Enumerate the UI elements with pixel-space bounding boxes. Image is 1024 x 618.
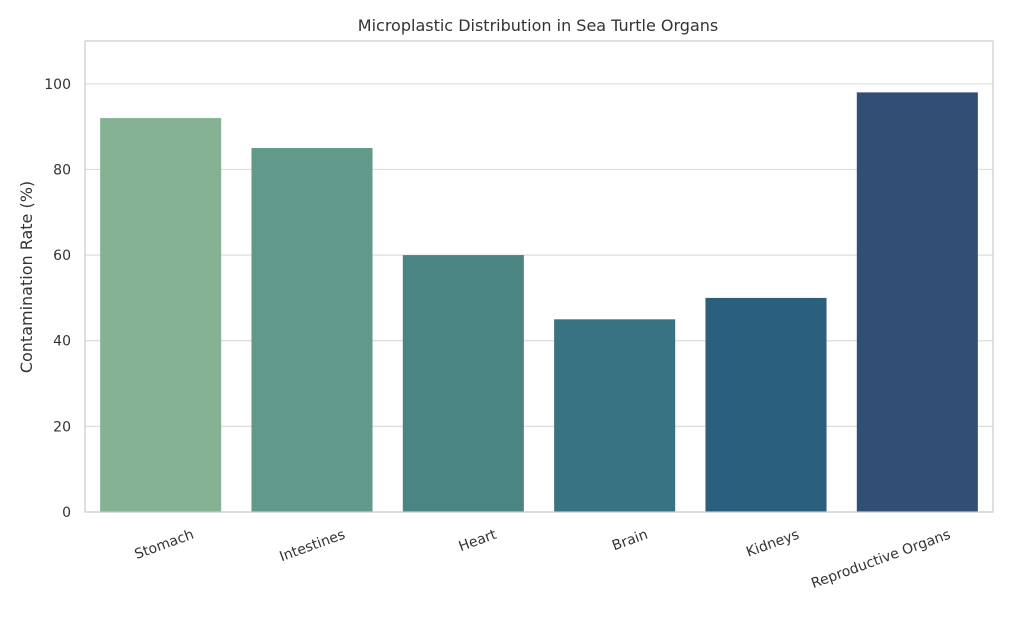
y-tick-label: 20 (53, 419, 71, 435)
bar-reproductive-organs (856, 92, 978, 512)
y-tick-label: 80 (53, 162, 71, 178)
y-tick-label: 40 (53, 334, 71, 350)
bar-brain (554, 319, 676, 512)
x-tick-label: Heart (457, 527, 500, 556)
y-tick-labels: 0 20 40 60 80 100 (44, 77, 71, 521)
y-tick-label: 60 (53, 248, 71, 264)
chart-title: Microplastic Distribution in Sea Turtle … (358, 16, 718, 35)
plot-frame (84, 40, 994, 513)
x-tick-label: Brain (610, 527, 650, 555)
x-tick-label: Stomach (133, 527, 196, 563)
bar-intestines (251, 148, 373, 512)
x-tick-label: Kidneys (744, 527, 801, 561)
y-tick-label: 0 (62, 505, 71, 521)
y-axis-label: Contamination Rate (%) (17, 181, 36, 373)
x-tick-labels: Stomach Intestines Heart Brain Kidneys Reprod… (133, 527, 953, 592)
bar-kidneys (705, 297, 827, 512)
x-tick-label: Intestines (277, 527, 347, 565)
bars (100, 92, 978, 512)
y-tick-label: 100 (44, 77, 71, 93)
bar-stomach (100, 118, 222, 512)
x-tick-label: Reproductive Organs (809, 527, 953, 592)
bar-heart (402, 255, 524, 512)
